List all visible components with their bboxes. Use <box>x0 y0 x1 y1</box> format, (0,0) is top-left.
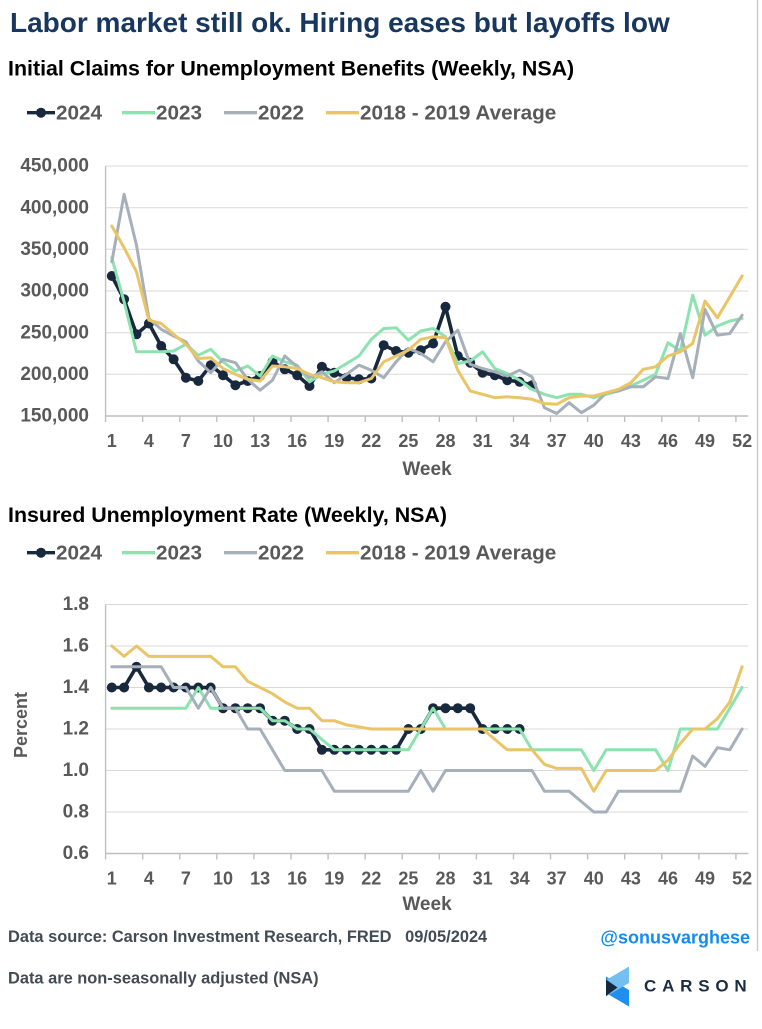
svg-text:2018 - 2019 Average: 2018 - 2019 Average <box>360 542 556 565</box>
svg-text:200,000: 200,000 <box>20 364 89 385</box>
svg-text:400,000: 400,000 <box>20 197 89 218</box>
svg-text:0.8: 0.8 <box>63 802 89 823</box>
svg-text:350,000: 350,000 <box>20 239 89 260</box>
svg-text:28: 28 <box>435 868 455 888</box>
svg-text:43: 43 <box>621 868 641 888</box>
svg-text:Percent: Percent <box>11 692 31 758</box>
svg-text:10: 10 <box>213 431 233 451</box>
svg-text:43: 43 <box>621 431 641 451</box>
svg-text:52: 52 <box>732 431 752 451</box>
svg-text:22: 22 <box>361 868 381 888</box>
svg-text:37: 37 <box>547 431 567 451</box>
svg-text:1.8: 1.8 <box>63 594 89 615</box>
svg-text:13: 13 <box>250 431 270 451</box>
svg-text:25: 25 <box>398 868 418 888</box>
svg-text:4: 4 <box>144 431 154 451</box>
svg-text:Week: Week <box>402 459 452 480</box>
svg-text:2023: 2023 <box>156 542 202 565</box>
svg-text:40: 40 <box>584 868 604 888</box>
svg-text:28: 28 <box>435 431 455 451</box>
svg-text:19: 19 <box>324 868 344 888</box>
svg-text:52: 52 <box>732 868 752 888</box>
svg-text:0.6: 0.6 <box>63 843 89 864</box>
svg-text:16: 16 <box>287 868 307 888</box>
svg-text:7: 7 <box>181 868 191 888</box>
svg-text:150,000: 150,000 <box>20 406 89 427</box>
svg-text:10: 10 <box>213 868 233 888</box>
svg-text:1.0: 1.0 <box>63 760 89 781</box>
svg-text:Insured Unemployment Rate (Wee: Insured Unemployment Rate (Weekly, NSA) <box>8 503 447 527</box>
svg-text:49: 49 <box>695 431 715 451</box>
svg-text:31: 31 <box>473 868 493 888</box>
svg-text:Initial Claims for Unemploymen: Initial Claims for Unemployment Benefits… <box>8 57 574 81</box>
svg-text:2024: 2024 <box>56 102 103 125</box>
svg-text:2022: 2022 <box>258 542 304 565</box>
svg-text:2018 - 2019 Average: 2018 - 2019 Average <box>360 102 556 125</box>
svg-text:49: 49 <box>695 868 715 888</box>
svg-text:1: 1 <box>107 868 117 888</box>
svg-text:1.6: 1.6 <box>63 636 89 657</box>
svg-text:Data are non-seasonally adjust: Data are non-seasonally adjusted (NSA) <box>8 969 319 987</box>
svg-text:4: 4 <box>144 868 154 888</box>
svg-text:37: 37 <box>547 868 567 888</box>
svg-text:34: 34 <box>510 868 530 888</box>
svg-text:450,000: 450,000 <box>20 156 89 177</box>
svg-text:31: 31 <box>473 431 493 451</box>
svg-text:46: 46 <box>658 431 678 451</box>
svg-text:2022: 2022 <box>258 102 304 125</box>
svg-text:Labor market still ok. Hiring: Labor market still ok. Hiring eases but … <box>10 7 670 38</box>
svg-text:1.2: 1.2 <box>63 719 89 740</box>
svg-text:16: 16 <box>287 431 307 451</box>
svg-text:Data source: Carson Investment: Data source: Carson Investment Research,… <box>8 928 488 946</box>
svg-text:250,000: 250,000 <box>20 322 89 343</box>
svg-text:CARSON: CARSON <box>644 976 752 995</box>
svg-text:25: 25 <box>398 431 418 451</box>
svg-text:@sonusvarghese: @sonusvarghese <box>600 928 750 948</box>
svg-text:2023: 2023 <box>156 102 202 125</box>
svg-text:19: 19 <box>324 431 344 451</box>
svg-text:300,000: 300,000 <box>20 281 89 302</box>
svg-text:40: 40 <box>584 431 604 451</box>
svg-text:46: 46 <box>658 868 678 888</box>
svg-text:1.4: 1.4 <box>63 677 90 698</box>
svg-text:7: 7 <box>181 431 191 451</box>
svg-text:Week: Week <box>402 894 452 915</box>
svg-text:1: 1 <box>107 431 117 451</box>
svg-text:13: 13 <box>250 868 270 888</box>
svg-text:34: 34 <box>510 431 530 451</box>
svg-text:2024: 2024 <box>56 542 103 565</box>
svg-text:22: 22 <box>361 431 381 451</box>
